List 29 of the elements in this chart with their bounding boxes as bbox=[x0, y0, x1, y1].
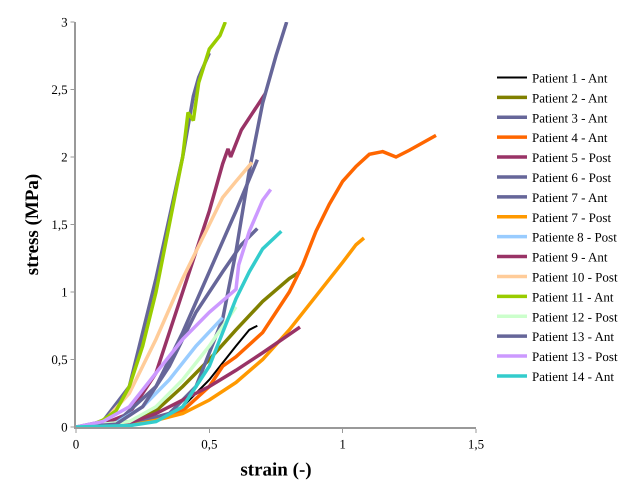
legend-label: Patiente 8 - Post bbox=[532, 230, 618, 245]
y-tick-label: 1 bbox=[61, 284, 68, 300]
legend-label: Patient 3 - Ant bbox=[532, 110, 608, 126]
x-tick-label: 0,5 bbox=[201, 436, 218, 452]
x-tick-label: 1,5 bbox=[468, 436, 484, 452]
x-tick-label: 0 bbox=[72, 436, 80, 452]
legend-label: Patient 7 - Ant bbox=[532, 190, 608, 205]
legend-label: Patient 11 - Ant bbox=[532, 289, 614, 304]
legend-label: Patient 1 - Ant bbox=[532, 70, 608, 86]
legend-label: Patient 4 - Ant bbox=[532, 130, 608, 146]
legend-label: Patient 6 - Post bbox=[532, 170, 612, 186]
y-tick-label: 0,5 bbox=[51, 352, 68, 368]
legend-label: Patient 7 - Post bbox=[532, 210, 612, 225]
x-tick-label: 1 bbox=[339, 436, 346, 452]
y-tick-label: 0 bbox=[61, 420, 68, 435]
y-axis-title: stress (MPa) bbox=[22, 174, 43, 276]
legend-label: Patient 9 - Ant bbox=[532, 250, 608, 265]
y-tick-label: 1,5 bbox=[51, 217, 68, 232]
legend-label: Patient 14 - Ant bbox=[532, 369, 614, 384]
y-tick-label: 2,5 bbox=[51, 82, 68, 98]
legend-label: Patient 13 - Ant bbox=[532, 329, 614, 344]
legend-label: Patient 2 - Ant bbox=[532, 90, 608, 106]
y-tick-label: 2 bbox=[61, 150, 68, 165]
legend-label: Patient 13 - Post bbox=[532, 349, 618, 364]
x-axis-title: strain (-) bbox=[240, 460, 312, 481]
legend-label: Patient 10 - Post bbox=[532, 270, 618, 285]
legend-label: Patient 12 - Post bbox=[532, 309, 618, 324]
y-tick-label: 3 bbox=[61, 14, 68, 30]
legend-label: Patient 5 - Post bbox=[532, 150, 612, 166]
